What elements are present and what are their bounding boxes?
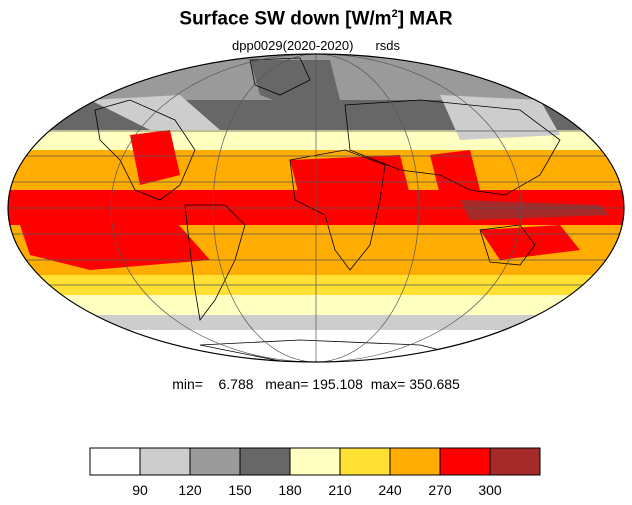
plot-title: Surface SW down [W/m2] MAR [179, 8, 453, 30]
colorbar-tick-label: 90 [132, 482, 148, 498]
colorbar-swatch [489, 447, 541, 476]
graticule [8, 54, 624, 362]
colorbar-tick-label: 270 [428, 482, 452, 498]
colorbar-swatch [289, 447, 341, 476]
colorbar-swatch [239, 447, 291, 476]
colorbar-tick-label: 150 [228, 482, 252, 498]
colorbar-swatch [139, 447, 191, 476]
map-border [7, 53, 625, 363]
colorbar-tick-label: 210 [328, 482, 352, 498]
colorbar: 90 120 150 180 210 240 270 300 [89, 447, 541, 498]
colorbar-swatch [89, 447, 141, 476]
colorbar-tick-label: 300 [478, 482, 502, 498]
map-field [8, 54, 624, 362]
colorbar-tick-label: 240 [378, 482, 402, 498]
variable-label: rsds [375, 38, 400, 53]
plot-subtitle: dpp0029(2020-2020) rsds [0, 38, 632, 53]
colorbar-swatch [339, 447, 391, 476]
world-map-mollweide [7, 53, 625, 363]
colorbar-tick-label: 120 [178, 482, 202, 498]
colorbar-swatch [439, 447, 491, 476]
colorbar-swatch [389, 447, 441, 476]
colorbar-swatch [189, 447, 241, 476]
colorbar-tick-label: 180 [278, 482, 302, 498]
experiment-label: dpp0029(2020-2020) [232, 38, 354, 53]
field-statistics: min= 6.788 mean= 195.108 max= 350.685 [172, 376, 460, 392]
